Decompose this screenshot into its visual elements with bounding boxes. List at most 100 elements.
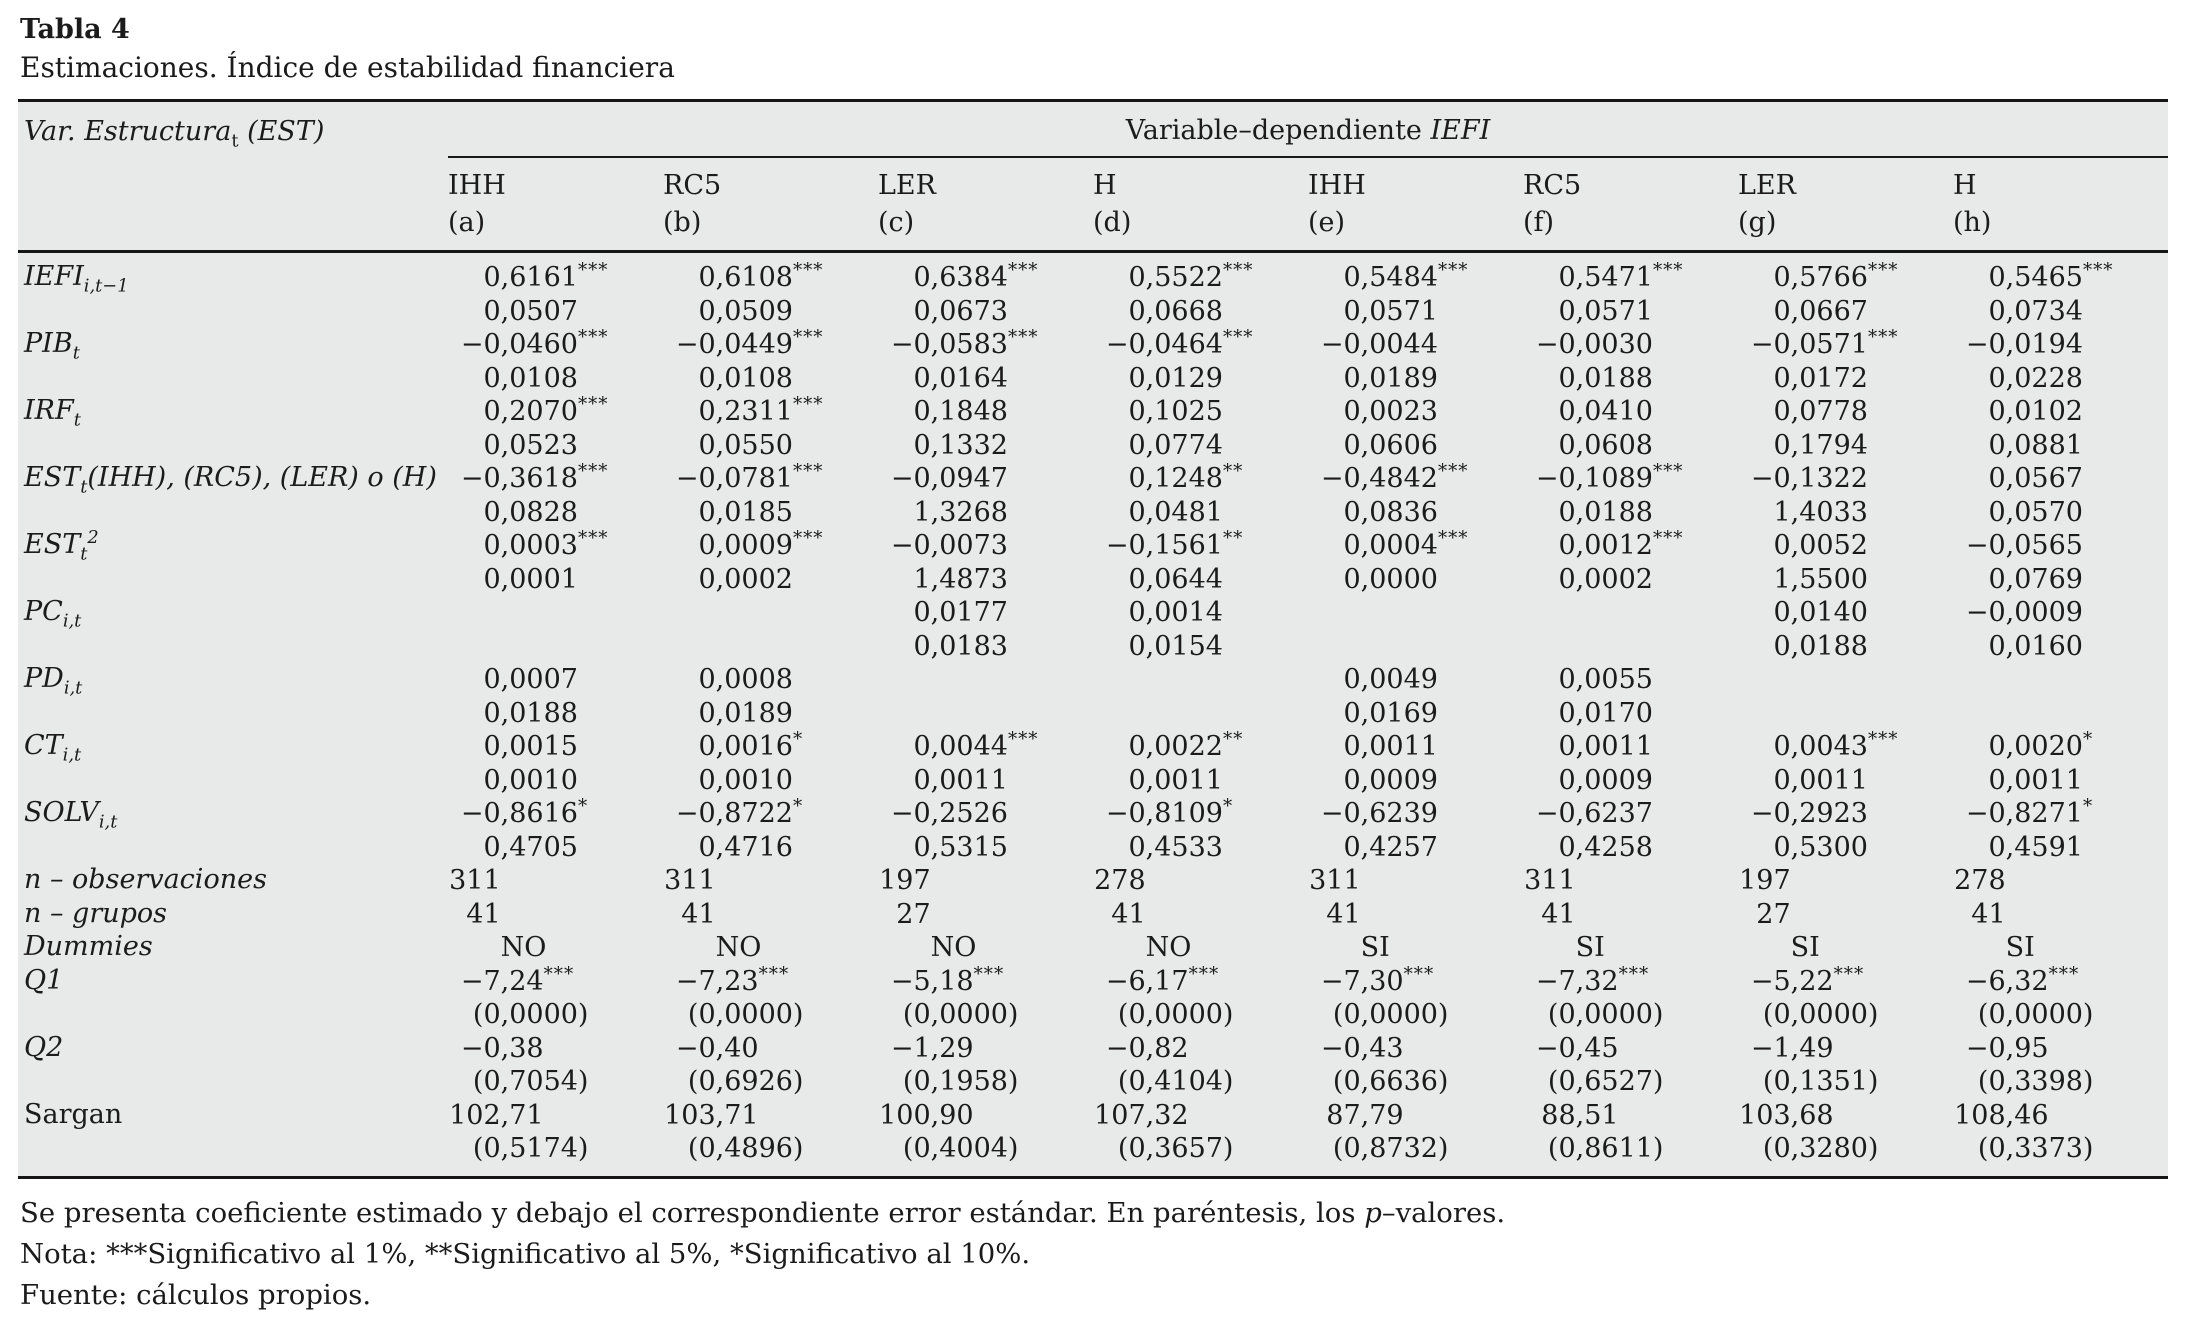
table-notes: Se presenta coeficiente estimado y debaj… [20, 1193, 2167, 1316]
table-cell: −0,0781*** 0,0185 [675, 461, 824, 528]
table-cell: 41 [466, 898, 501, 930]
table-cell: 0,0102 0,0881 [1988, 396, 2083, 461]
table-cell: 41 [1111, 898, 1146, 930]
table-cell: 0,0012*** 0,0002 [1558, 528, 1684, 595]
table-cell: 0,0011 0,0009 [1343, 731, 1438, 796]
table-cell: −0,0464*** 0,0129 [1105, 327, 1254, 394]
table-cell: −0,2923 0,5300 [1750, 798, 1868, 863]
table-row: ESTt(IHH), (RC5), (LER) o (H) −0,3618*** 0… [18, 462, 2168, 529]
table-row: ESTt2 0,0003*** 0,0001 0,0009*** 0,0002 −0,00… [18, 529, 2168, 596]
table-row: IRFt 0,2070*** 0,0523 0,2311*** 0,0550 0,1848… [18, 395, 2168, 462]
table-cell: 108,46 (0,3373) [1954, 1099, 2094, 1165]
table-cell: SI [1360, 932, 1390, 963]
table-row: Sargan 102,71 (0,5174) 103,71 (0,4896) 100,90… [18, 1099, 2168, 1166]
table-cell: 100,90 (0,4004) [879, 1099, 1019, 1165]
table-cell: 88,51 (0,8611) [1541, 1099, 1664, 1165]
table-cell: 0,0014 0,0154 [1128, 597, 1223, 662]
table-cell [1523, 596, 1738, 663]
row-label: ESTt2 [24, 527, 99, 565]
table-cell: −0,0044 0,0189 [1320, 329, 1438, 394]
table-cell: −0,0565 0,0769 [1965, 530, 2083, 595]
row-label: Dummies [24, 931, 153, 962]
table-cell: −0,4842*** 0,0836 [1320, 461, 1469, 528]
table-row: n – observaciones 311 311 197 278 311 311 197 27… [18, 864, 2168, 898]
table-cell: 278 [1954, 865, 2006, 896]
table-cell: 0,6161*** 0,0507 [483, 260, 609, 327]
table-cell: 41 [1326, 898, 1361, 930]
table-cell: 27 [1756, 898, 1791, 930]
estimation-table: Var. Estructurat (EST) Variable–dependie… [18, 99, 2168, 1179]
table-cell: −0,6237 0,4258 [1535, 798, 1653, 863]
table-cell: −0,40 (0,6926) [675, 1032, 804, 1098]
table-row: SOLVi,t −0,8616* 0,4705 −0,8722* 0,4716 −0,25… [18, 797, 2168, 864]
table-cell [1308, 596, 1523, 663]
table-cell: 0,1248** 0,0481 [1128, 461, 1244, 528]
row-label: IRFt [24, 395, 81, 431]
table-cell: 103,68 (0,3280) [1739, 1099, 1879, 1165]
table-cell: −1,29 (0,1958) [890, 1032, 1019, 1098]
table-cell: 311 [1309, 865, 1361, 896]
table-row: Q2 −0,38 (0,7054) −0,40 (0,6926) −1,29 (0,1958… [18, 1032, 2168, 1099]
table-cell: −1,49 (0,1351) [1750, 1032, 1879, 1098]
paper-page: Tabla 4 Estimaciones. Índice de estabili… [0, 14, 2187, 1316]
table-cell: 0,0140 0,0188 [1773, 597, 1868, 662]
row-label: Sargan [24, 1098, 123, 1130]
table-cell: −0,0073 1,4873 [890, 530, 1008, 595]
table-row: n – grupos 41 41 27 41 41 41 27 41 [18, 898, 2168, 932]
table-cell: −7,24*** (0,0000) [460, 963, 589, 1030]
table-cell: 0,1848 0,1332 [913, 396, 1008, 461]
column-header-d: H (d) [1093, 170, 1132, 238]
table-cell: NO [930, 932, 977, 963]
table-cell: −0,95 (0,3398) [1965, 1032, 2094, 1098]
table-cell: −0,43 (0,6636) [1320, 1032, 1449, 1098]
table-header: Var. Estructurat (EST) Variable–dependie… [18, 102, 2168, 253]
table-cell: 0,0410 0,0608 [1558, 396, 1653, 461]
table-cell: −6,17*** (0,0000) [1105, 963, 1234, 1030]
row-label: n – grupos [24, 897, 168, 929]
table-cell: −5,22*** (0,0000) [1750, 963, 1879, 1030]
table-cell: −0,45 (0,6527) [1535, 1032, 1664, 1098]
table-cell: 0,0003*** 0,0001 [483, 528, 609, 595]
stub-header-pre: Var. Estructura [24, 116, 232, 147]
table-cell: 103,71 (0,4896) [664, 1099, 804, 1165]
column-header-g: LER (g) [1738, 170, 1796, 238]
table-cell: 102,71 (0,5174) [449, 1099, 589, 1165]
table-cell: 0,5484*** 0,0571 [1343, 260, 1469, 327]
table-cell [448, 596, 663, 663]
table-row: IEFIi,t−1 0,6161*** 0,0507 0,6108*** 0,0509 0… [18, 261, 2168, 328]
table-cell [1953, 663, 2168, 730]
row-label: PDi,t [24, 663, 83, 699]
table-cell: −0,8616* 0,4705 [460, 796, 589, 863]
table-cell: 41 [1971, 898, 2006, 930]
table-cell: −0,0009 0,0160 [1965, 597, 2083, 662]
table-cell: 0,5522*** 0,0668 [1128, 260, 1254, 327]
table-row: Dummies NO NO NO NO SI SI SI SI [18, 931, 2168, 965]
table-cell: −7,23*** (0,0000) [675, 963, 804, 1030]
note-line: Nota: ***Significativo al 1%, **Signific… [20, 1237, 1031, 1270]
table-cell: −0,3618*** 0,0828 [460, 461, 609, 528]
table-cell: 0,0008 0,0189 [698, 664, 793, 729]
row-label: PIBt [24, 328, 80, 364]
table-cell: 0,1025 0,0774 [1128, 396, 1223, 461]
table-cell: 0,2070*** 0,0523 [483, 394, 609, 461]
column-header-f: RC5 (f) [1523, 170, 1582, 238]
table-cell: 0,0023 0,0606 [1343, 396, 1438, 461]
table-cell: −0,0460*** 0,0108 [460, 327, 609, 394]
table-cell: −0,0449*** 0,0108 [675, 327, 824, 394]
table-cell: 0,5465*** 0,0734 [1988, 260, 2114, 327]
table-cell: −0,82 (0,4104) [1105, 1032, 1234, 1098]
table-cell: NO [1145, 932, 1192, 963]
row-label: SOLVi,t [24, 797, 118, 833]
table-row: PCi,t 0,0177 0,0183 0,0014 0,0154 0,0140 0,018… [18, 596, 2168, 663]
row-label: Q2 [24, 1031, 64, 1063]
note-line: Se presenta coeficiente estimado y debaj… [20, 1196, 1506, 1229]
column-header-h: H (h) [1953, 170, 1992, 238]
table-cell: −7,32*** (0,0000) [1535, 963, 1664, 1030]
table-cell: 41 [1541, 898, 1576, 930]
row-label: ESTt(IHH), (RC5), (LER) o (H) [24, 462, 437, 498]
table-cell: SI [1575, 932, 1605, 963]
table-row: CTi,t 0,0015 0,0010 0,0016* 0,0010 0,0044*** 0… [18, 730, 2168, 797]
table-cell: 41 [681, 898, 716, 930]
table-cell: −6,32*** (0,0000) [1965, 963, 2094, 1030]
table-cell: −0,1322 1,4033 [1750, 463, 1868, 528]
